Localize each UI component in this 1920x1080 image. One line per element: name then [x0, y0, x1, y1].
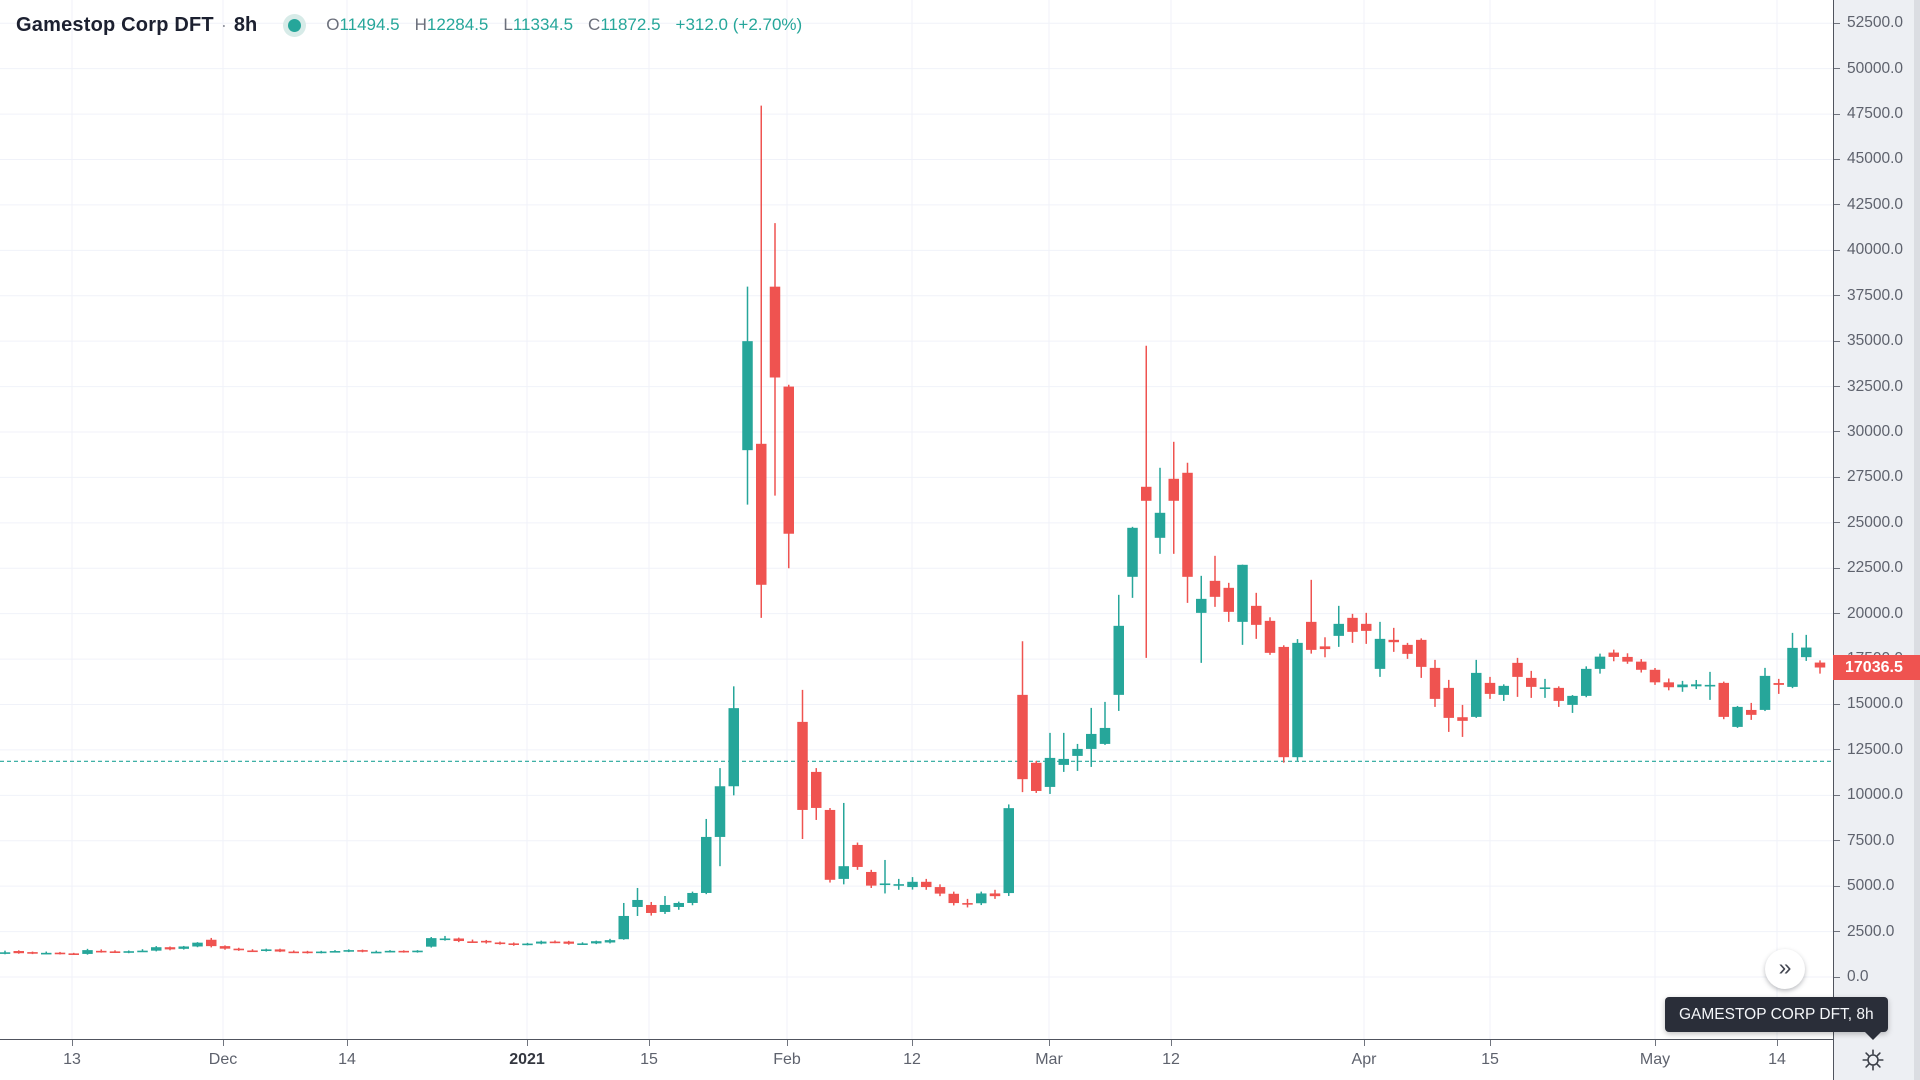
price-tick-mark [1834, 522, 1840, 524]
price-tick-mark [1834, 703, 1840, 705]
time-tick-mark [1490, 1040, 1491, 1046]
time-tick-label: Dec [208, 1051, 238, 1068]
price-tick-label: 47500.0 [1847, 105, 1904, 123]
price-tick-mark [1834, 340, 1840, 342]
price-axis[interactable]: 0.0 2500.0 5000.0 7500.0 10000.0 12500.0 15000… [1833, 0, 1920, 1040]
time-axis[interactable]: 13 Dec 14 2021 15 Feb 12 Mar 12 Apr 15 May 14 [0, 1040, 1833, 1080]
legend-separator: · [220, 14, 227, 35]
price-tick-label: 50000.0 [1847, 59, 1904, 77]
price-tick-mark [1834, 386, 1840, 388]
price-tick-label: 20000.0 [1847, 604, 1904, 622]
ohlc-low: L11334.5 [503, 15, 574, 34]
change-readout: +312.0 (+2.70%) [675, 15, 803, 34]
price-tick-label: 22500.0 [1847, 559, 1904, 577]
ohlc-close: C11872.5 [588, 15, 661, 34]
time-tick-label: 12 [1162, 1051, 1180, 1068]
price-tick-mark [1834, 885, 1840, 887]
price-tick-label: 27500.0 [1847, 468, 1904, 486]
price-tick-mark [1834, 295, 1840, 297]
time-tick-label: 15 [640, 1051, 658, 1068]
price-tick-mark [1834, 840, 1840, 842]
time-tick-mark [347, 1040, 348, 1046]
price-tick-label: 0.0 [1847, 968, 1869, 985]
price-tick-mark [1834, 158, 1840, 160]
gear-icon[interactable] [1860, 1047, 1886, 1073]
price-tick-label: 5000.0 [1847, 877, 1895, 895]
time-tick-label: 14 [338, 1051, 356, 1068]
price-tick-mark [1834, 749, 1840, 751]
symbol-title[interactable]: Gamestop Corp DFT [16, 13, 214, 36]
time-tick-mark [1364, 1040, 1365, 1046]
price-tick-label: 15000.0 [1847, 695, 1904, 713]
ohlc-open: O11494.5 [326, 15, 400, 34]
time-tick-label: 12 [903, 1051, 921, 1068]
axis-corner [1833, 1040, 1920, 1080]
time-tick-mark [1777, 1040, 1778, 1046]
interval-label[interactable]: 8h [233, 13, 258, 36]
time-tick-label: 2021 [509, 1051, 545, 1068]
time-tick-label: 13 [63, 1051, 81, 1068]
time-tick-mark [787, 1040, 788, 1046]
price-tick-label: 12500.0 [1847, 740, 1904, 758]
price-tick-mark [1834, 431, 1840, 433]
price-tick-label: 32500.0 [1847, 377, 1904, 395]
time-tick-label: 14 [1768, 1051, 1786, 1068]
price-tick-label: 2500.0 [1847, 922, 1895, 940]
time-tick-mark [649, 1040, 650, 1046]
price-tick-mark [1834, 613, 1840, 615]
price-tick-mark [1834, 249, 1840, 251]
time-tick-mark [912, 1040, 913, 1046]
price-tick-label: 25000.0 [1847, 513, 1904, 531]
price-tick-mark [1834, 204, 1840, 206]
double-chevron-right-icon: » [1778, 953, 1792, 980]
time-tick-label: May [1639, 1051, 1671, 1068]
ohlc-high: H12284.5 [414, 15, 489, 34]
vertical-scrollbar[interactable] [1914, 0, 1920, 1080]
market-status-dot-icon [288, 18, 302, 32]
time-tick-mark [223, 1040, 224, 1046]
ohlc-readout: O11494.5 H12284.5 L11334.5 C11872.5 +312… [326, 15, 802, 35]
price-tick-mark [1834, 794, 1840, 796]
price-tick-mark [1834, 567, 1840, 569]
price-tick-mark [1834, 476, 1840, 478]
time-tick-mark [72, 1040, 73, 1046]
price-tick-mark [1834, 931, 1840, 933]
time-tick-label: 15 [1481, 1051, 1499, 1068]
price-tick-label: 30000.0 [1847, 422, 1904, 440]
time-tick-label: Mar [1035, 1051, 1063, 1068]
price-tick-label: 10000.0 [1847, 786, 1904, 804]
symbol-tooltip: GAMESTOP CORP DFT, 8h [1665, 997, 1888, 1040]
price-tick-label: 7500.0 [1847, 831, 1895, 849]
time-tick-mark [527, 1040, 528, 1046]
time-tick-label: Apr [1351, 1051, 1377, 1068]
price-tick-label: 40000.0 [1847, 241, 1904, 259]
time-tick-mark [1655, 1040, 1656, 1046]
time-tick-mark [1171, 1040, 1172, 1046]
price-tick-label: 45000.0 [1847, 150, 1904, 168]
price-tick-mark [1834, 976, 1840, 978]
scroll-to-recent-button[interactable]: » [1765, 949, 1805, 989]
price-tick-label: 35000.0 [1847, 332, 1904, 350]
price-tick-label: 52500.0 [1847, 14, 1904, 32]
price-tick-label: 37500.0 [1847, 286, 1904, 304]
price-tick-mark [1834, 22, 1840, 24]
chart-legend: Gamestop Corp DFT · 8h O11494.5 H12284.5… [16, 9, 802, 41]
last-price-tag: 17036.5 [1833, 655, 1920, 680]
time-tick-label: Feb [773, 1051, 801, 1068]
price-tick-mark [1834, 113, 1840, 115]
time-tick-mark [1049, 1040, 1050, 1046]
price-tick-mark [1834, 68, 1840, 70]
price-tick-label: 42500.0 [1847, 195, 1904, 213]
